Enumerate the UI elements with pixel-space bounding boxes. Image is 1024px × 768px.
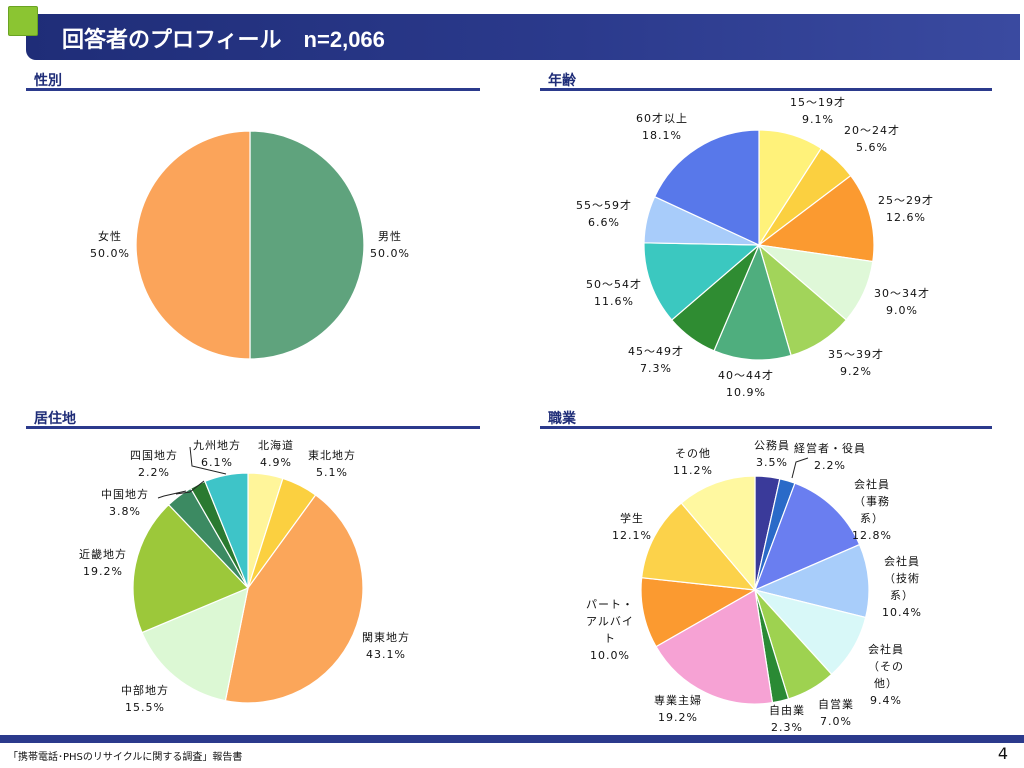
- pie-age: [643, 129, 875, 361]
- label-residence-tohoku: 東北地方 5.1%: [308, 449, 356, 479]
- label-occupation-part-time: パート・アルバイト 10.0%: [586, 598, 634, 662]
- pie-residence: [132, 446, 364, 704]
- occupation-slice-9: [641, 502, 757, 591]
- age-slice-9: [653, 129, 760, 246]
- occupation-slice-8: [640, 577, 757, 648]
- residence-slice-3: [141, 587, 249, 702]
- label-age-40-44: 40～44才 10.9%: [718, 369, 774, 399]
- gender-slice-0: [249, 130, 365, 360]
- section-title-gender: 性別: [34, 73, 62, 89]
- pie-occupation: [640, 457, 870, 705]
- label-age-35-39: 35～39才 9.2%: [828, 348, 884, 378]
- label-residence-kanto: 関東地方 43.1%: [362, 631, 410, 661]
- occupation-slice-2: [753, 482, 861, 592]
- occupation-slice-7: [655, 589, 774, 705]
- section-rule-gender: [26, 88, 480, 91]
- label-age-45-49: 45～49才 7.3%: [628, 345, 684, 375]
- residence-leader-line-1: [175, 480, 205, 495]
- section-title-age: 年齢: [548, 73, 576, 89]
- label-gender-male: 男性 50.0%: [370, 230, 410, 260]
- title-accent-square: [8, 6, 38, 36]
- footer-report-title: 「携帯電話･PHSのリサイクルに関する調査」報告書: [8, 752, 243, 763]
- page-number: 4: [997, 744, 1008, 763]
- label-gender-female: 女性 50.0%: [90, 230, 130, 260]
- label-age-50-54: 50～54才 11.6%: [586, 278, 642, 308]
- section-title-occupation: 職業: [548, 411, 576, 427]
- section-rule-age: [540, 88, 992, 91]
- occupation-slice-3: [753, 543, 870, 619]
- section-rule-residence: [26, 426, 480, 429]
- label-occupation-student: 学生 12.1%: [612, 512, 652, 542]
- title-bar: [26, 14, 1020, 60]
- residence-leader-line-0: [189, 446, 227, 475]
- label-occupation-executive: 経営者・役員 2.2%: [794, 442, 866, 472]
- section-rule-occupation: [540, 426, 992, 429]
- age-slice-2: [757, 174, 875, 263]
- label-occupation-other: その他 11.2%: [673, 447, 713, 477]
- label-age-30-34: 30～34才 9.0%: [874, 287, 930, 317]
- label-residence-hokkaido: 北海道 4.9%: [258, 439, 294, 469]
- page-title: 回答者のプロフィール n=2,066: [62, 27, 385, 52]
- label-age-55-59: 55～59才 6.6%: [576, 199, 632, 229]
- label-residence-chubu: 中部地方 15.5%: [121, 684, 169, 714]
- label-age-20-24: 20～24才 5.6%: [844, 124, 900, 154]
- age-slice-7: [643, 242, 761, 321]
- label-residence-kyushu: 九州地方 6.1%: [193, 439, 241, 469]
- label-occupation-freelance: 自由業 2.3%: [769, 704, 805, 734]
- label-occupation-civil-servant: 公務員 3.5%: [754, 439, 790, 469]
- label-age-25-29: 25～29才 12.6%: [878, 194, 934, 224]
- residence-slice-4: [132, 503, 250, 634]
- occupation-slice-10: [680, 475, 756, 592]
- residence-leader-line-2: [157, 490, 187, 499]
- label-residence-chugoku: 中国地方 3.8%: [101, 488, 149, 518]
- label-age-60-plus: 60才以上 18.1%: [636, 112, 688, 142]
- section-title-residence: 居住地: [34, 411, 76, 427]
- label-residence-kinki: 近畿地方 19.2%: [79, 548, 127, 578]
- label-residence-shikoku: 四国地方 2.2%: [130, 449, 178, 479]
- age-slice-5: [713, 243, 792, 361]
- label-occupation-engineer: 会社員（技術系） 10.4%: [882, 555, 922, 619]
- residence-slice-2: [224, 494, 364, 704]
- label-occupation-office-worker: 会社員（事務系） 12.8%: [852, 478, 892, 542]
- label-occupation-other-employee: 会社員（その他） 9.4%: [868, 643, 904, 707]
- footer-bar: [0, 735, 1024, 743]
- label-occupation-self-employed: 自営業 7.0%: [818, 698, 854, 728]
- residence-slice-7: [204, 472, 249, 589]
- gender-slice-1: [135, 130, 251, 360]
- pie-gender: [135, 130, 365, 360]
- label-occupation-housewife: 専業主婦 19.2%: [654, 694, 702, 724]
- occupation-leader-line-0: [791, 457, 809, 479]
- label-age-15-19: 15～19才 9.1%: [790, 96, 846, 126]
